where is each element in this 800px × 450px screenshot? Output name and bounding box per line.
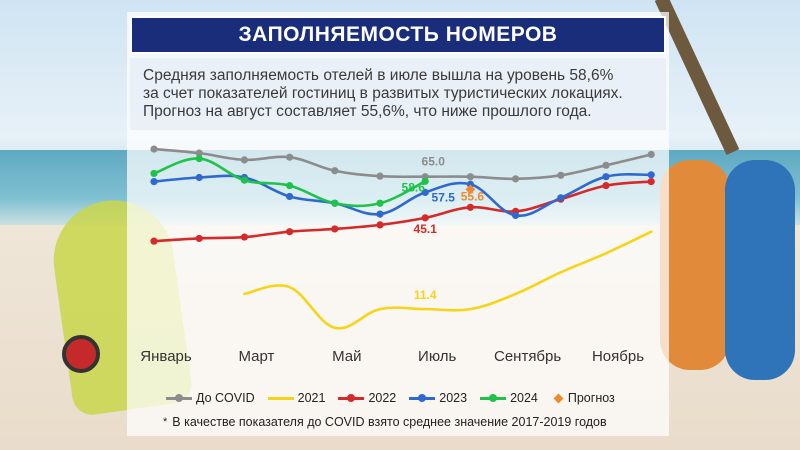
x-tick-label: Сентябрь: [494, 348, 561, 365]
data-point-до-covid: [466, 173, 474, 181]
legend-item-2023: 2023: [409, 391, 467, 405]
legend-item-прогноз: Прогноз: [551, 391, 615, 405]
legend-label: До COVID: [196, 391, 255, 405]
chart-legend: До COVID 2021 2022 2023 2024 Прогноз: [166, 389, 628, 407]
description-line: за счет показателей гостиниц в развитых …: [143, 85, 623, 102]
data-point-2024: [286, 182, 294, 190]
x-tick-label: Май: [332, 348, 361, 365]
legend-swatch: [338, 392, 365, 404]
data-point-2024: [376, 199, 384, 207]
data-point-2022: [647, 177, 655, 186]
background-wheel: [62, 335, 100, 373]
background-bodyboard-blue: [725, 160, 795, 380]
data-point-2023: [150, 177, 158, 186]
data-point-до-covid: [647, 150, 655, 159]
background-bodyboard-orange: [660, 160, 730, 370]
legend-label: 2021: [297, 391, 326, 405]
series-line-2022: [152, 180, 653, 243]
data-point-2022: [602, 182, 610, 190]
data-point-2022: [150, 237, 158, 245]
data-label: 57.5: [432, 190, 456, 204]
data-label: 58.6: [402, 180, 426, 194]
data-point-2022: [240, 233, 248, 241]
legend-item-2024: 2024: [480, 391, 538, 405]
data-label: 45.1: [414, 222, 438, 236]
description-line: Средняя заполняемость отелей в июле вышл…: [143, 67, 614, 84]
data-point-до-covid: [511, 175, 520, 183]
data-point-до-covid: [331, 167, 339, 175]
data-point-2023: [511, 211, 520, 220]
footnote: * В качестве показателя до COVID взято ср…: [163, 415, 607, 429]
description-box: Средняя заполняемость отелей в июле вышл…: [130, 58, 666, 130]
legend-swatch: [409, 392, 436, 404]
data-point-прогноз: [465, 184, 476, 195]
series-line-2021: [243, 230, 653, 330]
data-point-2022: [466, 203, 474, 211]
legend-swatch: [267, 392, 294, 404]
slide-title: ЗАПОЛНЯЕМОСТЬ НОМЕРОВ: [130, 16, 666, 54]
legend-label: Прогноз: [567, 391, 615, 405]
data-point-2023: [466, 180, 474, 188]
data-point-2024: [240, 176, 248, 184]
data-point-2024: [331, 199, 339, 207]
x-tick-label: Июль: [418, 348, 456, 365]
data-point-2023: [647, 171, 655, 179]
legend-diamond-marker: [553, 393, 564, 403]
data-point-до-covid: [195, 149, 203, 157]
data-label: 11.4: [414, 288, 437, 302]
legend-label: 2022: [368, 391, 397, 405]
data-point-2022: [286, 228, 294, 236]
data-point-2022: [376, 221, 384, 229]
legend-item-2022: 2022: [338, 391, 396, 405]
legend-item-2021: 2021: [267, 391, 326, 405]
footnote-star: *: [163, 416, 168, 428]
data-point-2023: [421, 188, 429, 196]
data-point-2023: [602, 173, 610, 181]
legend-label: 2023: [439, 391, 468, 405]
data-label: 55.6: [461, 189, 485, 203]
slide-title-text: ЗАПОЛНЯЕМОСТЬ НОМЕРОВ: [238, 23, 558, 46]
legend-label: 2024: [510, 391, 538, 405]
data-point-2024: [421, 177, 429, 185]
data-point-до-covid: [240, 156, 248, 164]
data-point-2023: [286, 192, 294, 201]
description-line: Прогноз на август составляет 55,6%, что …: [143, 103, 592, 120]
data-label: 65.0: [422, 155, 446, 169]
legend-item-до-covid: До COVID: [166, 391, 255, 405]
data-point-2022: [331, 225, 339, 233]
data-point-до-covid: [376, 172, 384, 180]
data-point-до-covid: [150, 145, 158, 153]
series-line-2023: [152, 173, 653, 217]
x-tick-label: Январь: [140, 348, 192, 365]
data-point-2022: [421, 214, 429, 222]
series-line-до-covid: [152, 147, 653, 181]
x-tick-label: Март: [238, 348, 274, 365]
data-point-2024: [195, 154, 203, 163]
x-tick-label: Ноябрь: [592, 348, 644, 365]
legend-swatch: [166, 392, 192, 404]
data-point-2023: [195, 173, 203, 182]
data-point-до-covid: [557, 171, 565, 179]
data-point-2022: [195, 234, 203, 243]
data-point-2023: [376, 210, 384, 218]
legend-swatch: [480, 392, 507, 404]
footnote-text: В качестве показателя до COVID взято сре…: [172, 415, 607, 429]
data-point-до-covid: [286, 153, 294, 161]
data-point-2024: [150, 169, 158, 178]
data-point-до-covid: [602, 161, 610, 169]
data-point-2023: [557, 194, 565, 202]
